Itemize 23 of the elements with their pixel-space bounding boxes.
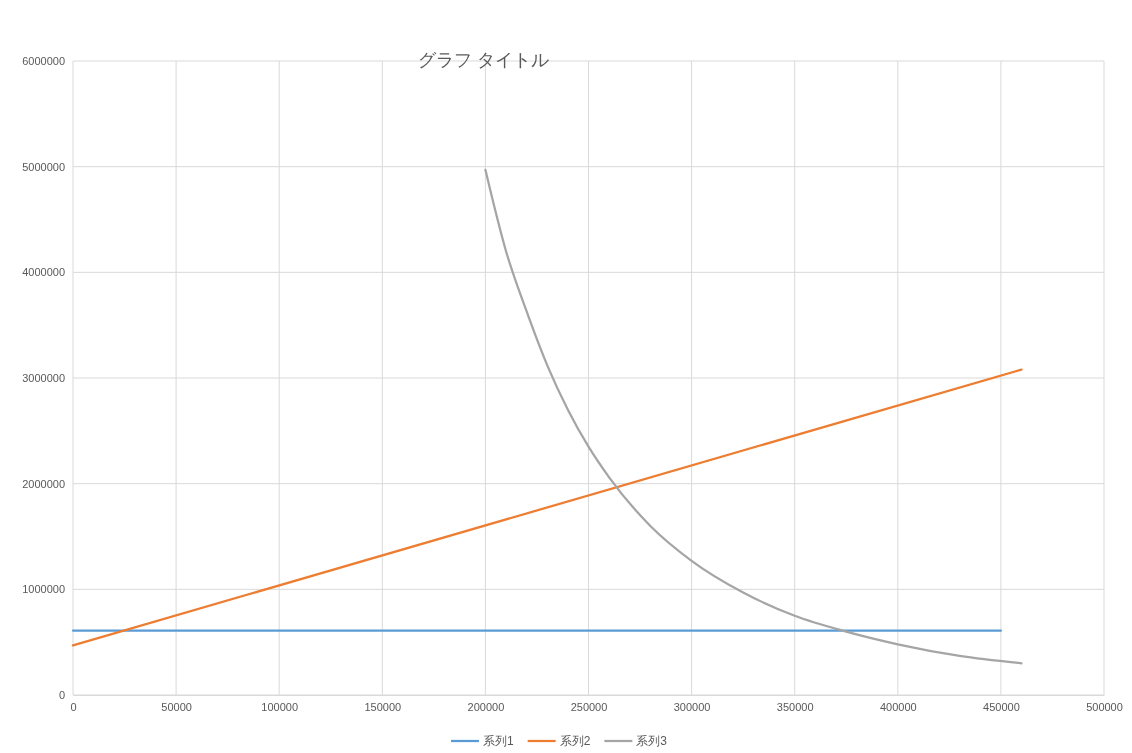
x-tick-label: 500000 <box>1086 700 1123 713</box>
chart-title: グラフ タイトル <box>418 50 550 70</box>
x-tick-label: 100000 <box>261 700 299 713</box>
x-tick-label: 450000 <box>983 700 1020 713</box>
x-tick-label: 150000 <box>364 700 402 713</box>
x-tick-label: 350000 <box>776 700 814 713</box>
x-tick-label: 250000 <box>570 700 608 713</box>
y-tick-label: 4000000 <box>22 266 65 279</box>
y-tick-label: 0 <box>58 689 65 702</box>
x-tick-label: 50000 <box>161 700 192 713</box>
x-tick-label: 300000 <box>673 700 711 713</box>
y-tick-label: 5000000 <box>22 160 65 173</box>
y-tick-label: 3000000 <box>22 372 65 385</box>
x-tick-label: 0 <box>70 700 77 713</box>
y-tick-label: 2000000 <box>22 477 65 490</box>
legend-label: 系列3 <box>636 734 668 748</box>
x-tick-label: 200000 <box>467 700 505 713</box>
legend-label: 系列2 <box>559 734 591 748</box>
legend-label: 系列1 <box>482 734 514 748</box>
y-tick-label: 6000000 <box>22 55 65 68</box>
line-series <box>484 168 1023 665</box>
y-tick-label: 1000000 <box>22 583 65 596</box>
x-tick-label: 400000 <box>879 700 917 713</box>
